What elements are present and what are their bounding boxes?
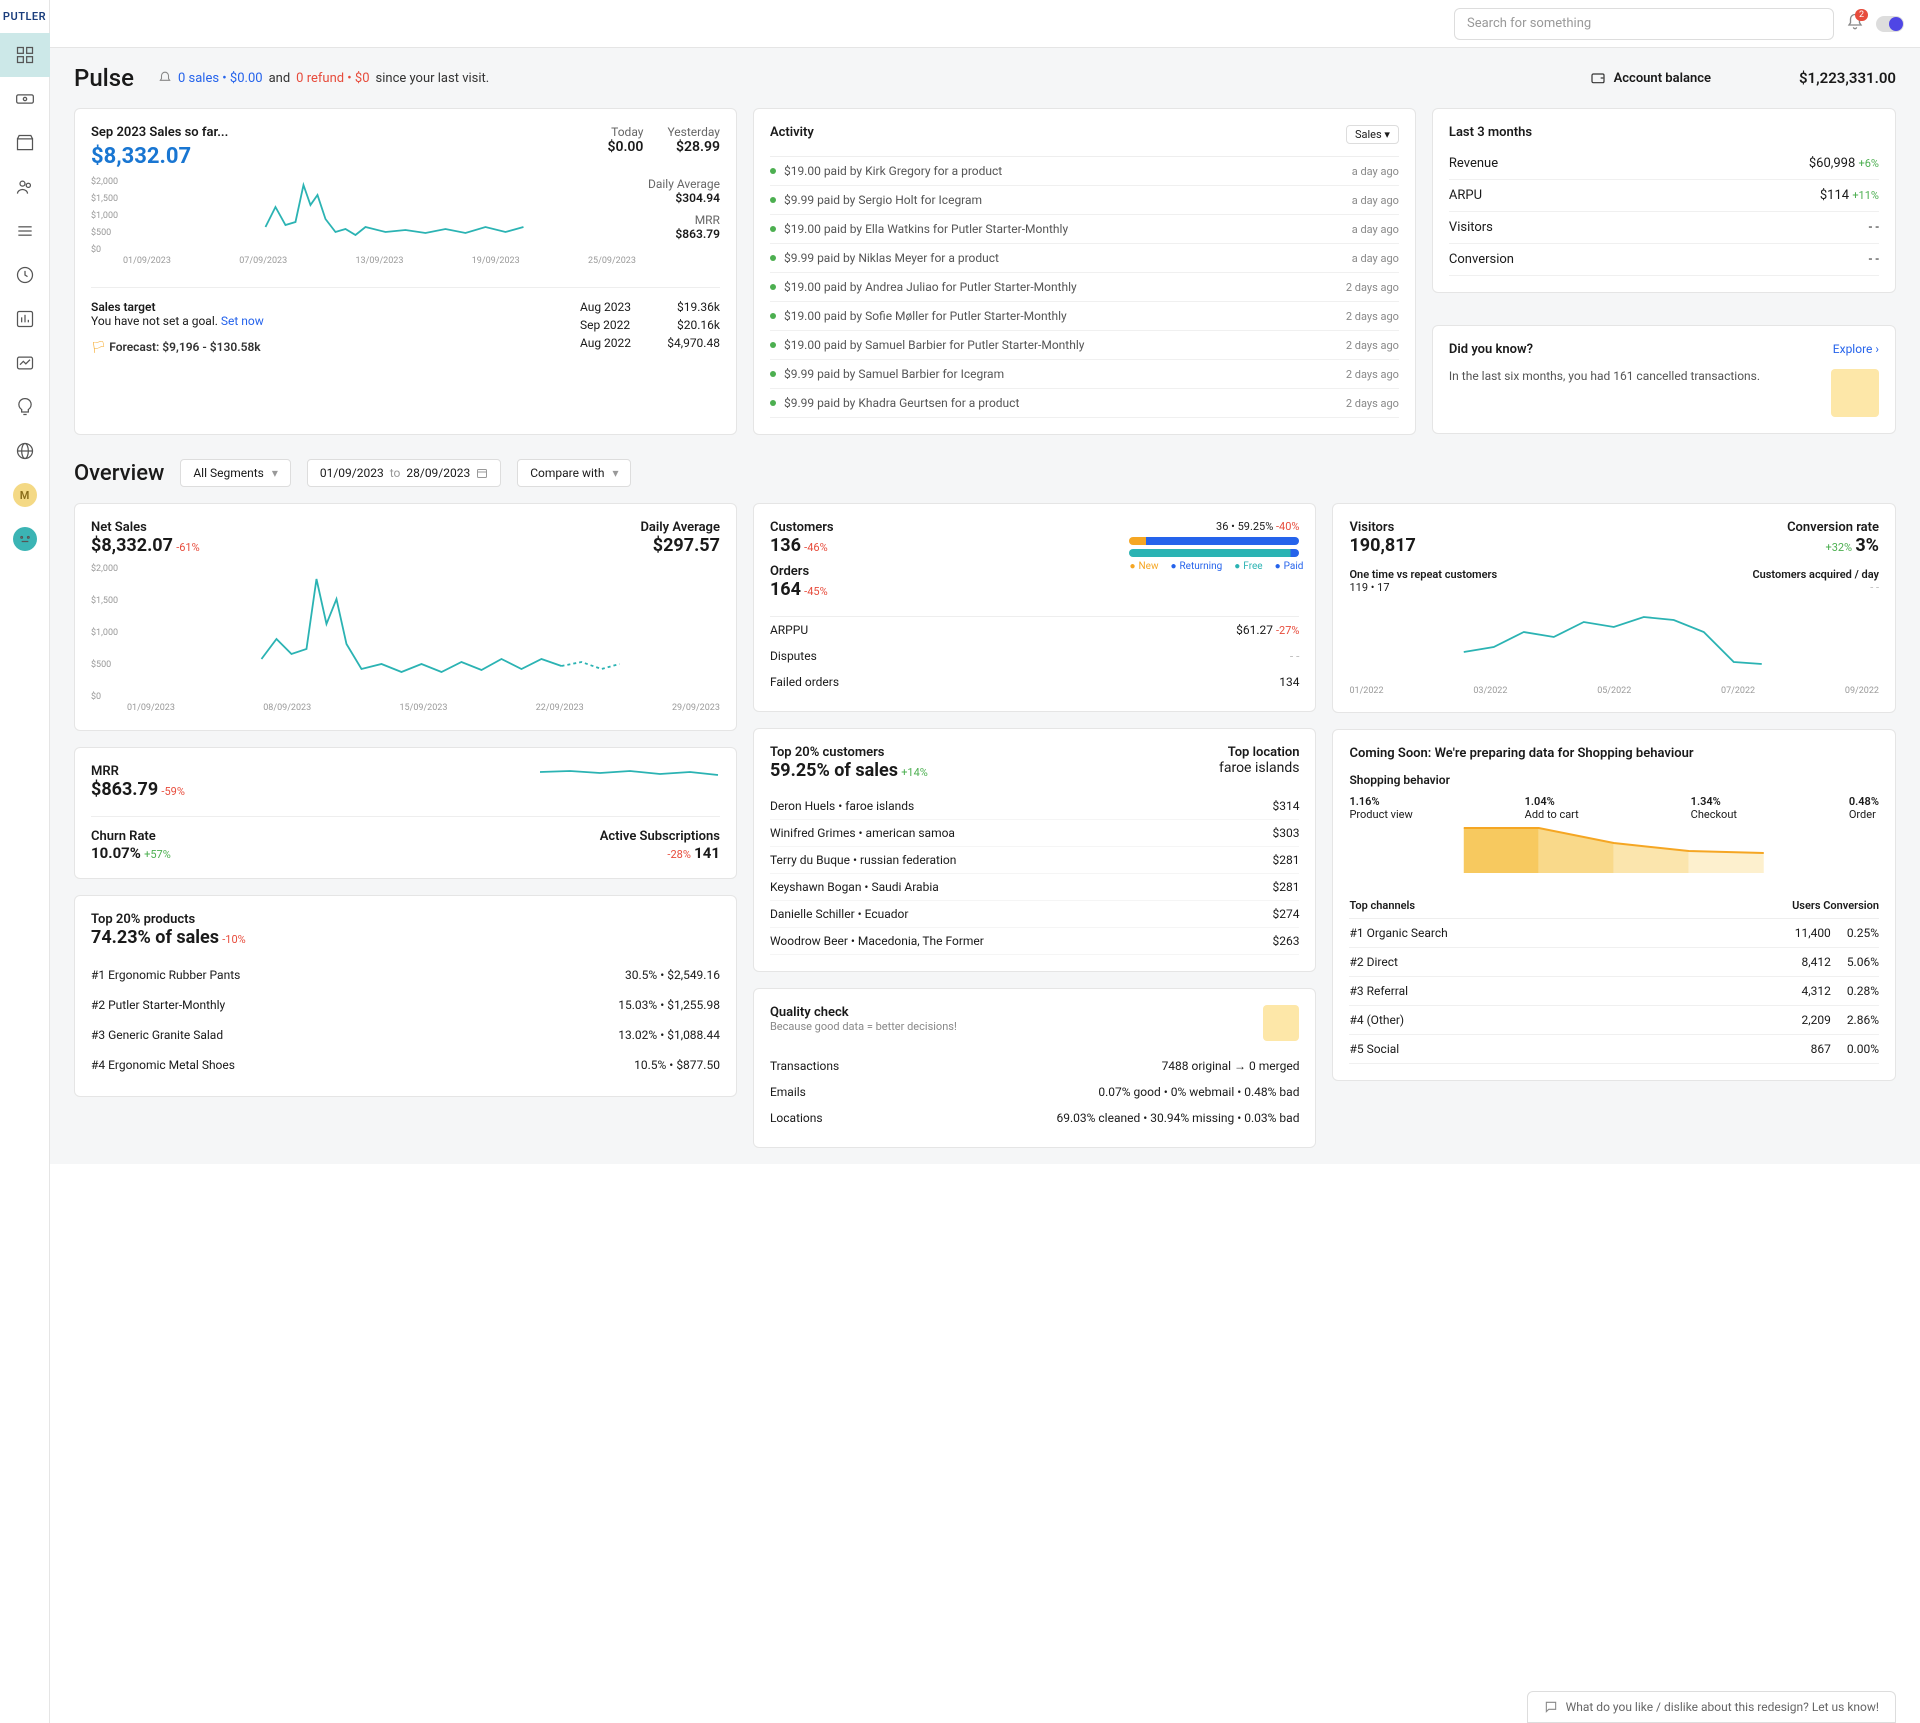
feedback-bar[interactable]: What do you like / dislike about this re… xyxy=(1527,1691,1896,1723)
product-row[interactable]: #1 Ergonomic Rubber Pants30.5% • $2,549.… xyxy=(91,960,720,990)
product-row[interactable]: #4 Ergonomic Metal Shoes10.5% • $877.50 xyxy=(91,1050,720,1080)
pulse-title: Pulse xyxy=(74,64,134,92)
visitors-chart xyxy=(1349,602,1879,682)
overview-title: Overview xyxy=(74,461,164,486)
explore-link[interactable]: Explore › xyxy=(1833,342,1879,361)
activity-item[interactable]: $19.00 paid by Kirk Gregory for a produc… xyxy=(770,157,1399,186)
balance-label: Account balance xyxy=(1614,71,1711,86)
product-row[interactable]: #3 Generic Granite Salad13.02% • $1,088.… xyxy=(91,1020,720,1050)
topcustomers-card: Top 20% customers 59.25% of sales +14% T… xyxy=(753,728,1317,972)
last3-row: ARPU$114 +11% xyxy=(1449,180,1879,212)
sales-card: Sep 2023 Sales so far... $8,332.07 Today… xyxy=(74,108,737,435)
mrr-card: MRR $863.79 -59% Churn Rate 10.07% +57% xyxy=(74,747,737,879)
netsales-card: Net Sales $8,332.07 -61% Daily Average $… xyxy=(74,503,737,731)
didyouknow-card: Did you know? Explore › In the last six … xyxy=(1432,325,1896,434)
nav-transactions[interactable] xyxy=(0,209,50,253)
last3months-card: Last 3 months Revenue$60,998 +6%ARPU$114… xyxy=(1432,108,1896,293)
nav-products[interactable] xyxy=(0,121,50,165)
nav-web[interactable] xyxy=(0,429,50,473)
activity-item[interactable]: $9.99 paid by Sergio Holt for Icegrama d… xyxy=(770,186,1399,215)
product-row[interactable]: #2 Putler Starter-Monthly15.03% • $1,255… xyxy=(91,990,720,1020)
funnel-chart xyxy=(1349,823,1879,873)
nav-account-face[interactable] xyxy=(0,517,50,561)
pulse-summary: 0 sales • $0.00 and 0 refund • $0 since … xyxy=(158,71,489,86)
activity-item[interactable]: $9.99 paid by Khadra Geurtsen for a prod… xyxy=(770,389,1399,418)
shopping-card: Coming Soon: We're preparing data for Sh… xyxy=(1332,729,1896,1081)
quality-illustration xyxy=(1263,1005,1299,1041)
visitors-card: Visitors 190,817 Conversion rate +32% 3%… xyxy=(1332,503,1896,713)
customer-row[interactable]: Woodrow Beer • Macedonia, The Former$263 xyxy=(770,928,1300,955)
bell-icon xyxy=(158,71,172,85)
sales-chart: $2,000$1,500$1,000$500$0 01/09/202307/09… xyxy=(91,177,636,267)
notif-badge: 2 xyxy=(1855,9,1868,21)
compare-dropdown[interactable]: Compare with ▾ xyxy=(517,459,631,487)
nav-audience[interactable] xyxy=(0,341,50,385)
last3-row: Revenue$60,998 +6% xyxy=(1449,148,1879,180)
activity-filter[interactable]: Sales ▾ xyxy=(1346,125,1399,144)
brand-logo: PUTLER xyxy=(0,0,50,33)
channel-row[interactable]: #1 Organic Search11,4000.25% xyxy=(1349,919,1879,948)
channel-row[interactable]: #3 Referral4,3120.28% xyxy=(1349,977,1879,1006)
wallet-icon xyxy=(1590,70,1606,86)
activity-item[interactable]: $19.00 paid by Andrea Juliao for Putler … xyxy=(770,273,1399,302)
search-input[interactable]: Search for something xyxy=(1454,8,1834,40)
sales-value: $8,332.07 xyxy=(91,144,228,169)
channel-row[interactable]: #2 Direct8,4125.06% xyxy=(1349,948,1879,977)
activity-item[interactable]: $9.99 paid by Niklas Meyer for a product… xyxy=(770,244,1399,273)
sales-title: Sep 2023 Sales so far... xyxy=(91,125,228,140)
customer-row[interactable]: Terry du Buque • russian federation$281 xyxy=(770,847,1300,874)
activity-item[interactable]: $9.99 paid by Samuel Barbier for Icegram… xyxy=(770,360,1399,389)
nav-sales[interactable] xyxy=(0,77,50,121)
nav-account-m[interactable]: M xyxy=(0,473,50,517)
last3-row: Conversion- - xyxy=(1449,244,1879,276)
nav-insights[interactable] xyxy=(0,385,50,429)
segments-dropdown[interactable]: All Segments ▾ xyxy=(180,459,291,487)
netsales-chart: $2,000$1,500$1,000$500$0 01/09/202308/09… xyxy=(91,564,720,714)
last3-row: Visitors- - xyxy=(1449,212,1879,244)
customers-orders-card: Customers 136 -46% Orders 164 -45% 36 • … xyxy=(753,503,1317,712)
didyou-illustration xyxy=(1831,369,1879,417)
activity-item[interactable]: $19.00 paid by Ella Watkins for Putler S… xyxy=(770,215,1399,244)
nav-customers[interactable] xyxy=(0,165,50,209)
customer-row[interactable]: Winifred Grimes • american samoa$303 xyxy=(770,820,1300,847)
nav-analytics[interactable] xyxy=(0,297,50,341)
notifications-button[interactable]: 2 xyxy=(1846,13,1864,35)
channel-row[interactable]: #5 Social8670.00% xyxy=(1349,1035,1879,1064)
quality-card: Quality check Because good data = better… xyxy=(753,988,1317,1148)
customer-row[interactable]: Danielle Schiller • Ecuador$274 xyxy=(770,901,1300,928)
activity-item[interactable]: $19.00 paid by Samuel Barbier for Putler… xyxy=(770,331,1399,360)
balance-value: $1,223,331.00 xyxy=(1799,69,1896,87)
nav-dashboard[interactable] xyxy=(0,33,50,77)
mrr-sparkline xyxy=(540,764,720,780)
date-range[interactable]: 01/09/2023 to 28/09/2023 xyxy=(307,459,501,487)
theme-toggle[interactable] xyxy=(1876,16,1904,32)
topproducts-card: Top 20% products 74.23% of sales -10% #1… xyxy=(74,895,737,1097)
nav-subscriptions[interactable] xyxy=(0,253,50,297)
customer-row[interactable]: Keyshawn Bogan • Saudi Arabia$281 xyxy=(770,874,1300,901)
customer-row[interactable]: Deron Huels • faroe islands$314 xyxy=(770,793,1300,820)
activity-item[interactable]: $19.00 paid by Sofie Møller for Putler S… xyxy=(770,302,1399,331)
set-goal-link[interactable]: Set now xyxy=(221,314,264,328)
chat-icon xyxy=(1544,1700,1558,1714)
channel-row[interactable]: #4 (Other)2,2092.86% xyxy=(1349,1006,1879,1035)
activity-card: Activity Sales ▾ $19.00 paid by Kirk Gre… xyxy=(753,108,1416,435)
